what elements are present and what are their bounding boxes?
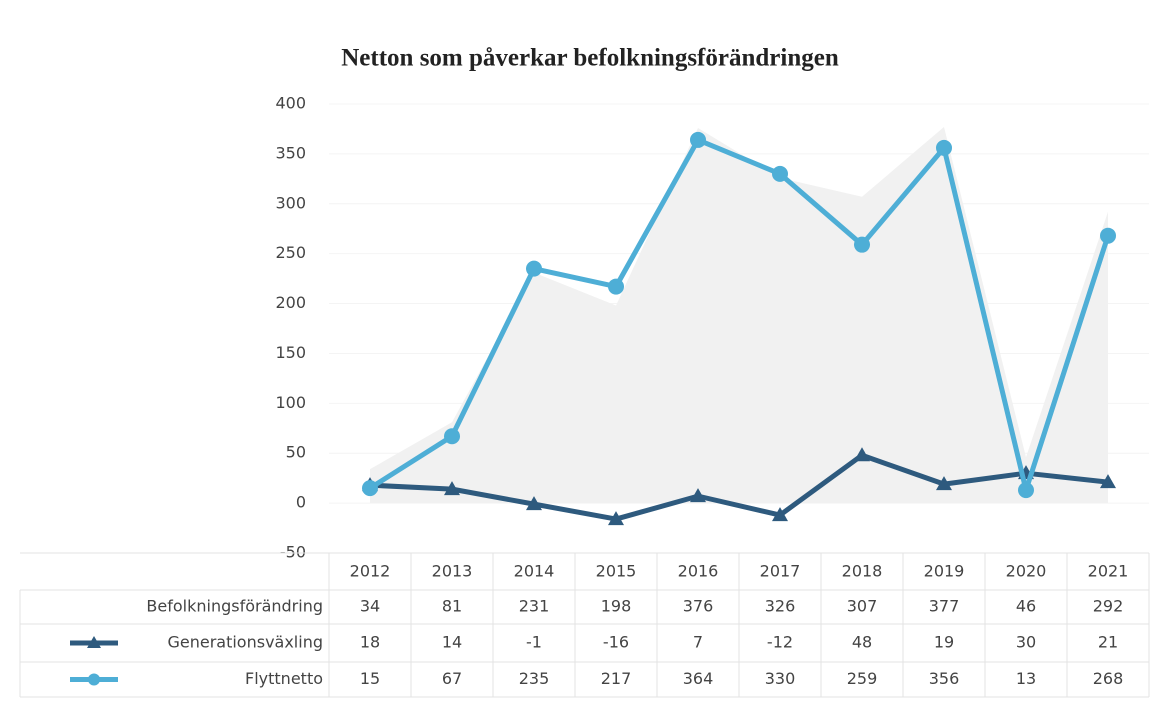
x-tick-label: 2015 (596, 562, 637, 581)
x-tick-label: 2013 (432, 562, 473, 581)
table-cell: 19 (934, 633, 954, 652)
y-tick-label: 50 (286, 443, 306, 462)
table-cell: 21 (1098, 633, 1118, 652)
table-cell: 259 (847, 669, 878, 688)
legend-label: Flyttnetto (245, 669, 323, 688)
table-cell: 67 (442, 669, 462, 688)
table-cell: 268 (1093, 669, 1124, 688)
x-tick-label: 2014 (514, 562, 555, 581)
table-cell: -12 (767, 633, 793, 652)
x-tick-label: 2012 (350, 562, 391, 581)
marker (1018, 482, 1034, 499)
table-cell: -16 (603, 633, 629, 652)
y-tick-label: 400 (275, 94, 306, 113)
table-cell: -1 (526, 633, 542, 652)
chart-title: Netton som påverkar befolkningsförändrin… (341, 45, 839, 72)
marker (444, 428, 460, 445)
legend-label: Befolkningsförändring (146, 597, 323, 616)
marker (608, 278, 624, 295)
legend-label: Generationsväxling (167, 633, 323, 652)
x-tick-label: 2018 (842, 562, 883, 581)
y-tick-label: 200 (275, 293, 306, 312)
table-cell: 307 (847, 597, 878, 616)
y-tick-label: 350 (275, 143, 306, 162)
x-tick-label: 2019 (924, 562, 965, 581)
marker (936, 139, 952, 156)
table-cell: 34 (360, 597, 380, 616)
table-cell: 48 (852, 633, 872, 652)
legend-key (87, 636, 101, 648)
table-cell: 231 (519, 597, 550, 616)
area (370, 126, 1108, 504)
line (369, 452, 1109, 522)
marker (854, 236, 870, 253)
marker (1100, 227, 1116, 244)
line (368, 137, 1111, 493)
table-cell: 217 (601, 669, 632, 688)
x-tick-label: 2016 (678, 562, 719, 581)
y-tick-label: 250 (275, 243, 306, 262)
marker (444, 481, 460, 496)
marker (526, 496, 542, 511)
marker (854, 447, 870, 462)
table-cell: 15 (360, 669, 380, 688)
table-cell: 330 (765, 669, 796, 688)
table-cell: 364 (683, 669, 714, 688)
legend-key (88, 673, 100, 686)
table-cell: 292 (1093, 597, 1124, 616)
marker (690, 131, 706, 148)
table-cell: 81 (442, 597, 462, 616)
marker (1100, 474, 1116, 489)
marker (608, 511, 624, 526)
table-cell: 377 (929, 597, 960, 616)
y-tick-label: 0 (296, 493, 306, 512)
marker (690, 488, 706, 503)
table-cell: 7 (693, 633, 703, 652)
table-cell: 46 (1016, 597, 1036, 616)
y-tick-label: 300 (275, 193, 306, 212)
table-cell: 198 (601, 597, 632, 616)
y-tick-label: 100 (275, 393, 306, 412)
x-tick-label: 2017 (760, 562, 801, 581)
marker (936, 476, 952, 491)
table-cell: 30 (1016, 633, 1036, 652)
table-cell: 235 (519, 669, 550, 688)
table-cell: 13 (1016, 669, 1036, 688)
x-tick-label: 2020 (1006, 562, 1047, 581)
marker (772, 507, 788, 522)
table-cell: 326 (765, 597, 796, 616)
table-cell: 376 (683, 597, 714, 616)
table-cell: 356 (929, 669, 960, 688)
marker (772, 165, 788, 182)
table-cell: 14 (442, 633, 462, 652)
marker (362, 480, 378, 497)
y-tick-label: 150 (275, 343, 306, 362)
table-cell: 18 (360, 633, 380, 652)
y-tick-label: -50 (280, 543, 306, 562)
x-tick-label: 2021 (1088, 562, 1129, 581)
marker (526, 260, 542, 277)
